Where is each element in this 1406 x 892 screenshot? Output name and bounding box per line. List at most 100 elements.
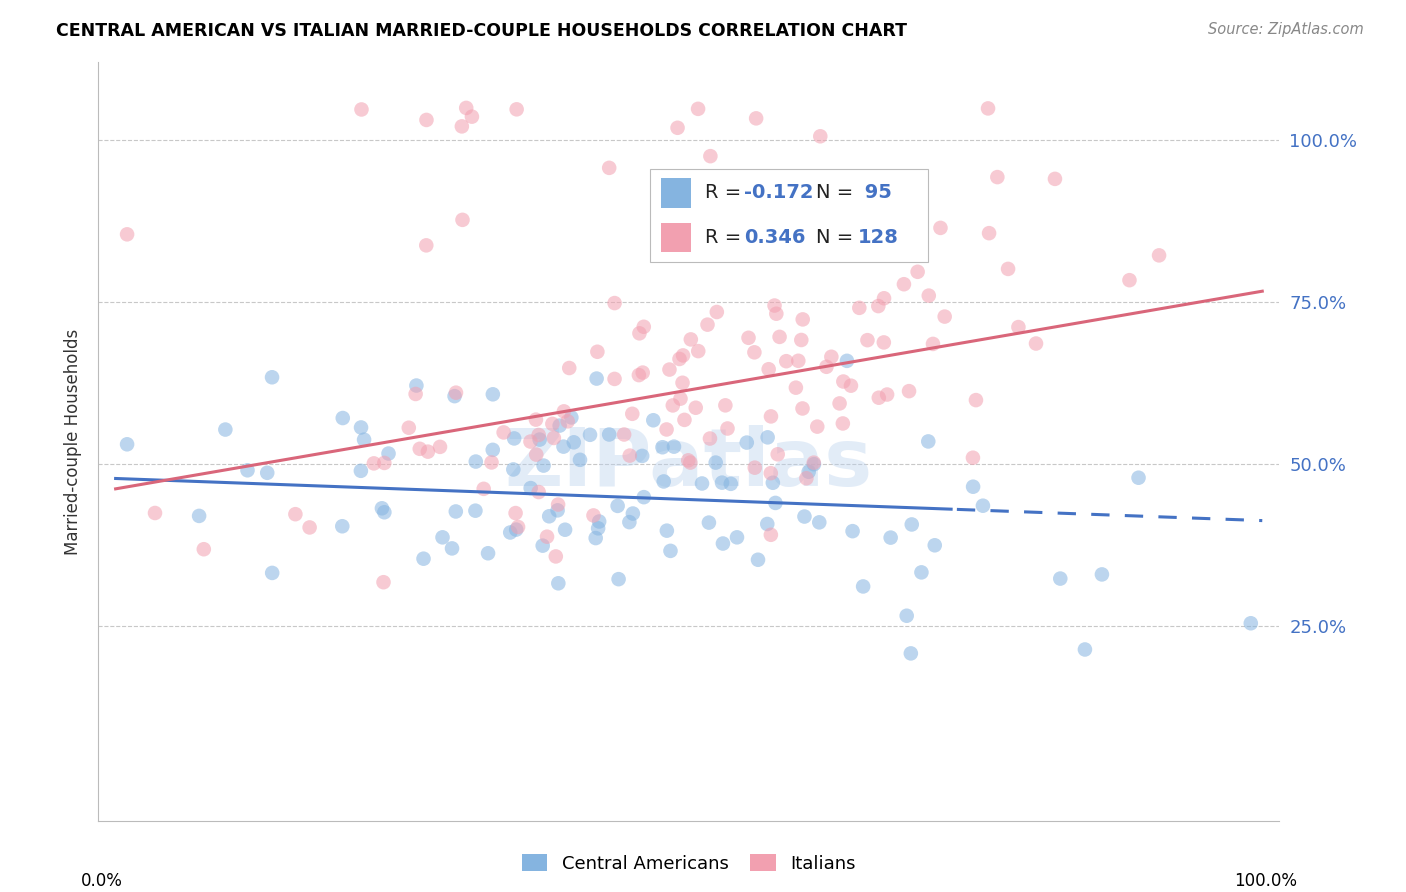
Point [910,566,932,580]
Point [416,444,439,458]
Point [737,331,759,345]
Point [762,475,785,490]
Point [533,458,555,473]
Point [808,129,831,144]
Point [696,318,718,332]
Point [499,525,522,540]
Point [790,333,813,347]
Point [1074,642,1097,657]
Point [429,440,451,454]
Point [893,277,915,292]
Point [769,182,792,196]
Point [658,362,681,376]
FancyBboxPatch shape [650,169,928,261]
Point [115,227,138,242]
Point [1147,248,1170,262]
Point [443,389,465,403]
Point [669,392,692,406]
Point [444,385,467,400]
Point [711,536,734,550]
Point [720,476,742,491]
Point [759,466,782,480]
Point [373,505,395,519]
Point [398,421,420,435]
Point [527,485,550,500]
Point [900,517,922,532]
Point [377,446,399,460]
Point [672,348,695,362]
Point [477,546,499,560]
Point [756,430,779,444]
Point [633,490,655,504]
Point [606,499,628,513]
Point [143,506,166,520]
Point [505,506,527,520]
Point [806,419,828,434]
Point [688,344,710,359]
Point [1049,572,1071,586]
Point [972,499,994,513]
Point [962,480,984,494]
Point [679,456,702,470]
Point [690,476,713,491]
Point [450,120,472,134]
Point [745,112,768,126]
Point [686,102,709,116]
Point [766,447,789,461]
Text: ZIPatlas: ZIPatlas [505,425,873,503]
Point [547,498,569,512]
Point [544,549,567,564]
Point [929,220,952,235]
Point [350,103,373,117]
Point [541,417,564,431]
Point [502,462,524,476]
Point [588,515,610,529]
Legend: Central Americans, Italians: Central Americans, Italians [515,847,863,880]
Point [538,509,561,524]
Text: 0.346: 0.346 [744,228,806,247]
Point [613,427,636,442]
Point [759,409,782,424]
Point [797,465,820,479]
Point [585,371,607,385]
Point [704,456,727,470]
Point [363,456,385,470]
Point [619,515,641,529]
Point [256,466,278,480]
Point [977,102,1000,116]
Point [785,381,807,395]
Point [405,387,427,401]
Point [633,319,655,334]
Point [792,312,814,326]
Point [666,120,689,135]
Point [284,507,307,521]
Point [671,376,693,390]
Point [557,414,579,428]
Point [558,361,581,376]
Point [808,516,831,530]
Point [714,398,737,412]
Point [506,520,529,534]
Point [621,407,644,421]
Point [699,432,721,446]
Point [330,519,353,533]
Point [412,551,434,566]
Point [482,387,505,401]
Point [1091,567,1114,582]
Point [260,370,283,384]
Point [711,475,734,490]
Point [765,496,787,510]
Point [582,508,605,523]
Point [856,333,879,347]
Point [652,475,675,489]
Point [873,335,896,350]
Point [868,299,890,313]
Point [900,647,922,661]
Point [603,372,626,386]
Point [598,161,620,175]
Point [651,440,673,454]
Point [548,418,571,433]
Point [373,575,395,590]
Point [621,507,644,521]
Point [1128,471,1150,485]
